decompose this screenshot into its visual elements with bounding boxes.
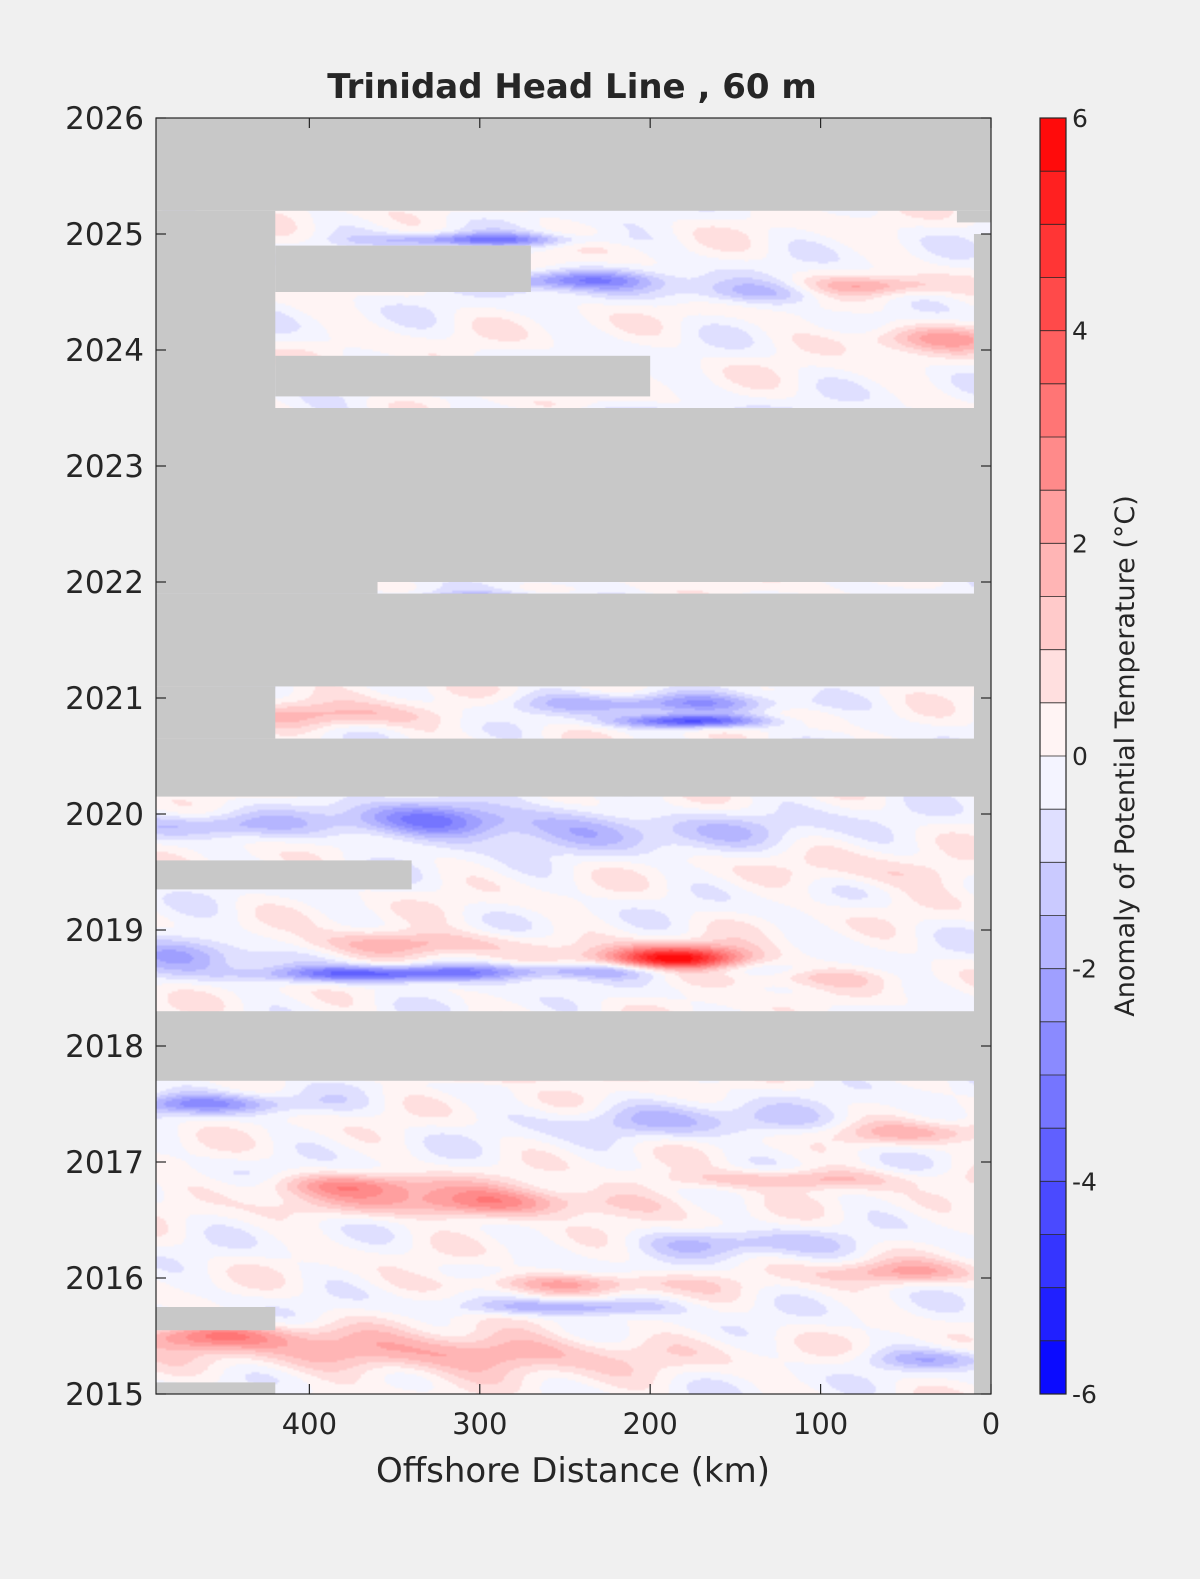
no-data-gap (156, 210, 276, 408)
colorbar-tick-label: -2 (1072, 955, 1097, 984)
no-data-gap (156, 860, 412, 890)
colorbar-segment (1040, 118, 1066, 172)
colorbar-segment (1040, 490, 1066, 544)
no-data-gap (156, 118, 991, 211)
colorbar-segment (1040, 1340, 1066, 1395)
no-data-gap (275, 245, 531, 292)
colorbar-segment (1040, 543, 1066, 597)
colorbar-segment (1040, 171, 1066, 225)
colorbar-segment (1040, 1287, 1066, 1342)
no-data-gap (156, 1382, 276, 1394)
no-data-gap (156, 738, 991, 797)
y-tick-label: 2019 (65, 913, 144, 949)
y-tick-label: 2026 (65, 101, 144, 137)
no-data-gap (156, 593, 991, 687)
chart-title: Trinidad Head Line , 60 m (327, 67, 817, 107)
colorbar-segment (1040, 1181, 1066, 1235)
colorbar-segment (1040, 437, 1066, 491)
x-tick-label: 100 (793, 1407, 848, 1441)
y-tick-label: 2016 (65, 1261, 144, 1297)
colorbar-segment (1040, 968, 1066, 1023)
colorbar-segment (1040, 809, 1066, 863)
no-data-gap (156, 466, 991, 582)
no-data-gap (156, 1307, 276, 1331)
colorbar-segment (1040, 596, 1066, 651)
colorbar-segment (1040, 756, 1066, 810)
no-data-gap (156, 408, 991, 466)
no-data-gap (156, 686, 276, 739)
colorbar-segment (1040, 1021, 1066, 1076)
colorbar-tick-label: -6 (1072, 1380, 1097, 1409)
plot-frame (155, 117, 992, 1395)
no-data-gap (156, 582, 378, 594)
x-tick-label: 200 (623, 1407, 678, 1441)
x-axis-label: Offshore Distance (km) (376, 1451, 770, 1491)
no-data-gap (156, 1011, 991, 1081)
colorbar-segment (1040, 1128, 1066, 1182)
colorbar-segment (1040, 915, 1066, 970)
colorbar-segment (1040, 862, 1066, 916)
y-tick-label: 2015 (65, 1377, 144, 1413)
y-tick-label: 2021 (65, 681, 144, 717)
colorbar-tick-label: 4 (1072, 317, 1088, 346)
y-tick-label: 2020 (65, 797, 144, 833)
colorbar-frame (1039, 117, 1067, 1395)
y-tick-label: 2025 (65, 217, 144, 253)
colorbar-tick-label: 6 (1072, 104, 1088, 133)
y-tick-label: 2017 (65, 1145, 144, 1181)
y-tick-label: 2022 (65, 565, 144, 601)
no-data-gap (275, 355, 651, 397)
y-tick-label: 2023 (65, 449, 144, 485)
colorbar-tick-label: 2 (1072, 529, 1088, 558)
x-tick-label: 0 (982, 1407, 1000, 1441)
no-data-gap (956, 210, 991, 223)
colorbar-segment (1040, 1234, 1066, 1289)
colorbar-tick-label: 0 (1072, 742, 1088, 771)
colorbar-segment (1040, 383, 1066, 438)
colorbar-segment (1040, 649, 1066, 704)
y-tick-label: 2024 (65, 333, 144, 369)
x-tick-label: 400 (282, 1407, 337, 1441)
colorbar-segment (1040, 224, 1066, 278)
y-tick-label: 2018 (65, 1029, 144, 1065)
colorbar-tick-label: -4 (1072, 1167, 1097, 1196)
colorbar-label: Anomaly of Potential Temperature (°C) (1110, 495, 1141, 1017)
colorbar-segment (1040, 330, 1066, 385)
colorbar-segment (1040, 277, 1066, 332)
x-tick-label: 300 (452, 1407, 507, 1441)
colorbar-segment (1040, 702, 1066, 757)
colorbar-segment (1040, 1075, 1066, 1129)
